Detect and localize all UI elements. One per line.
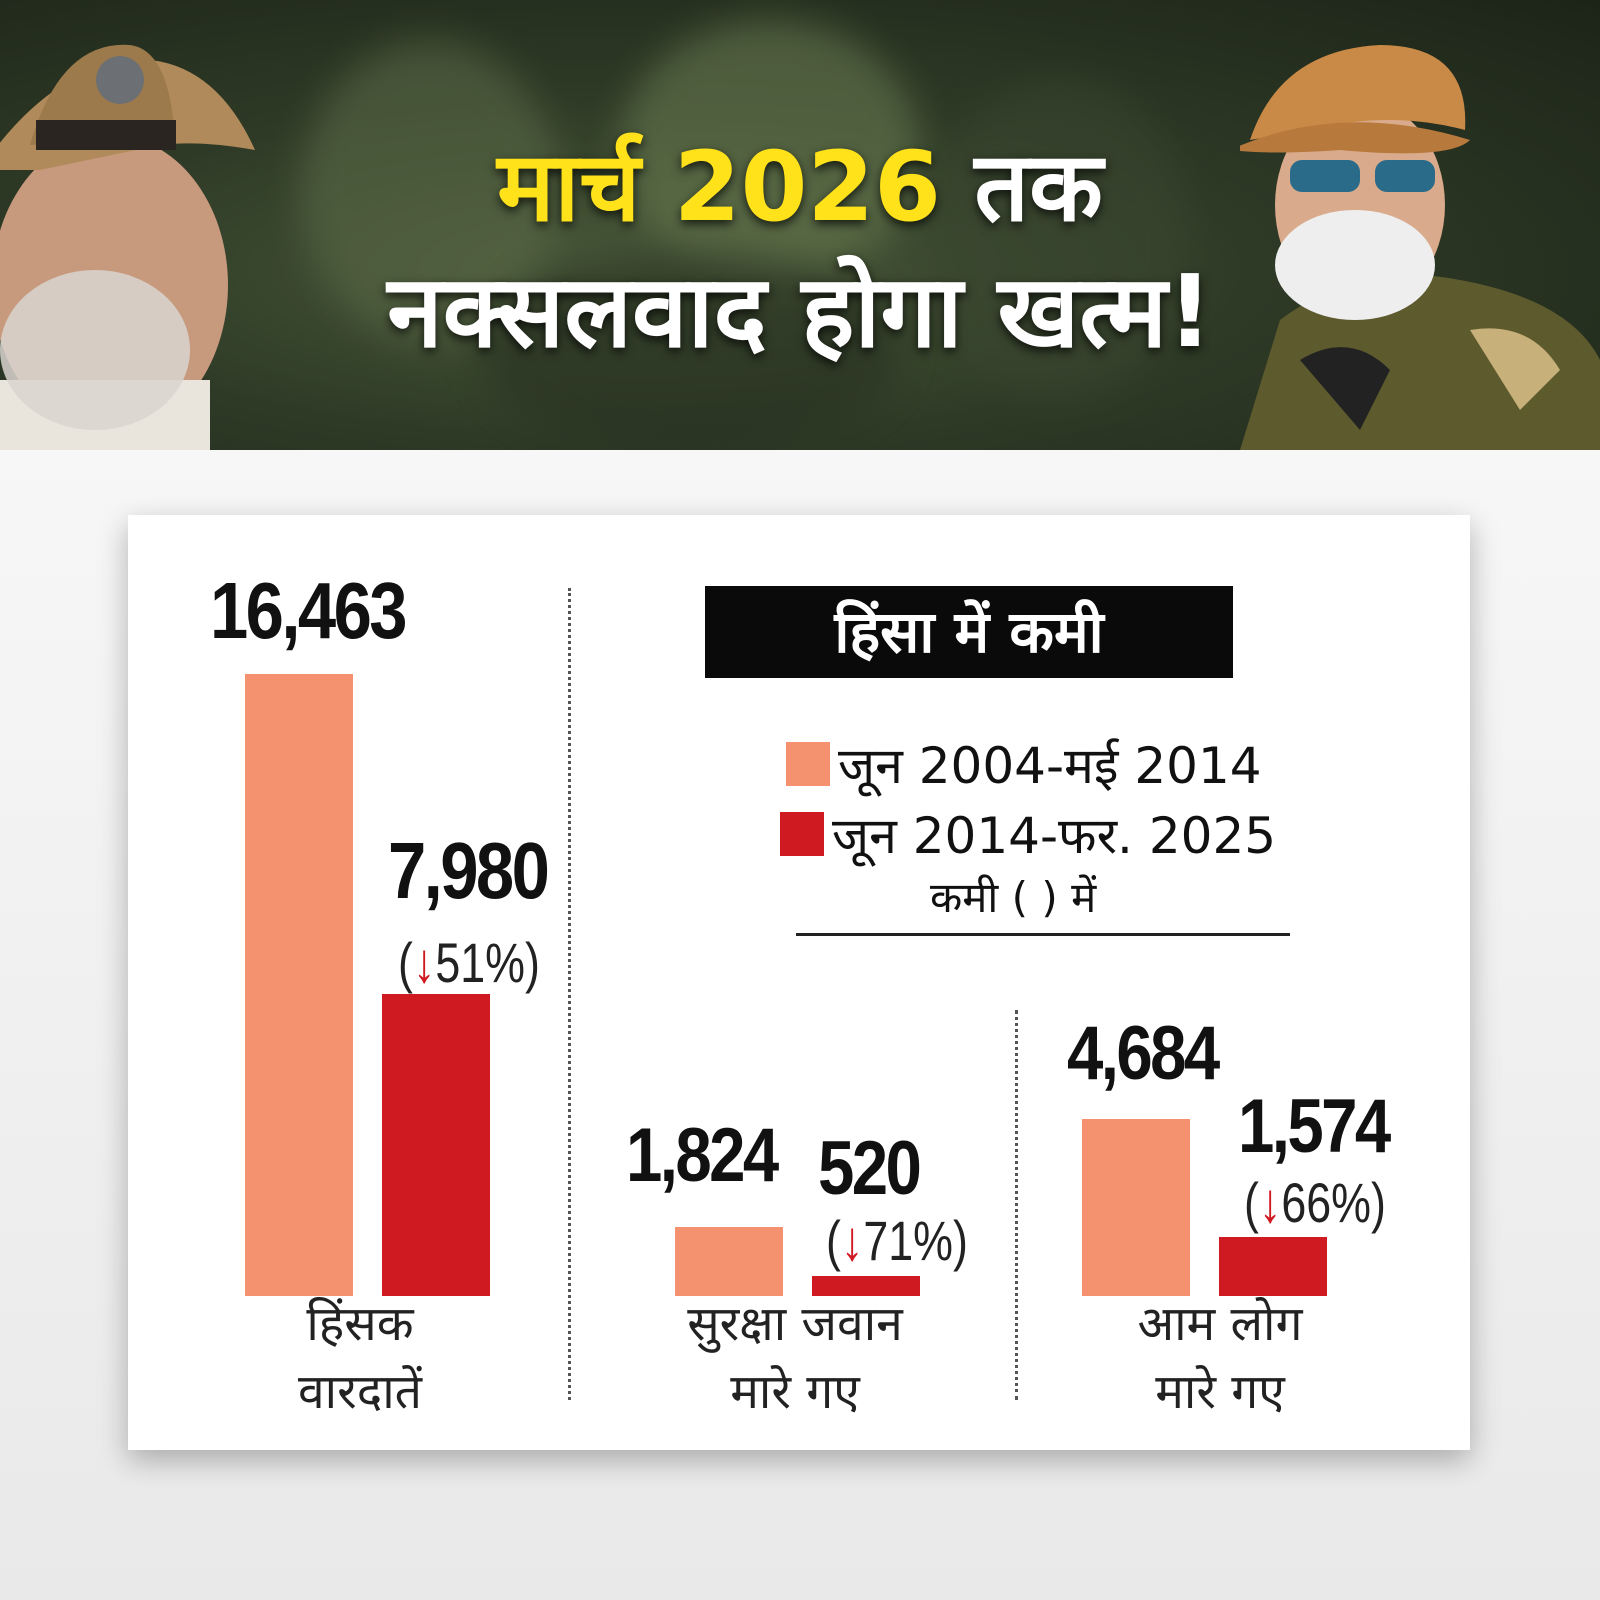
background-blur <box>620 20 920 280</box>
right-portrait-image <box>1240 45 1600 450</box>
legend-item-2: जून 2014-फर. 2025 <box>780 800 1276 868</box>
legend-swatch <box>786 742 830 786</box>
divider-dotted <box>1015 1010 1018 1400</box>
headline-line-1: मार्च 2026 तक <box>0 118 1600 249</box>
bar-series-1-cat-2 <box>675 1227 783 1296</box>
background-blur <box>930 80 1190 400</box>
category-label: हिंसक वारदातें <box>297 1296 423 1420</box>
value-label: 7,980 <box>388 826 550 915</box>
background-blur <box>300 40 560 340</box>
down-arrow-icon: ↓ <box>412 931 436 994</box>
reduction-label: (↓51%) <box>398 931 540 994</box>
legend-item-1: जून 2004-मई 2014 <box>786 730 1262 798</box>
value-label: 4,684 <box>1067 1011 1220 1096</box>
headline-highlight: मार्च 2026 <box>497 131 941 243</box>
category-label: आम लोग मारे गए <box>1137 1296 1303 1420</box>
value-label: 1,574 <box>1238 1084 1391 1169</box>
divider-dotted <box>568 588 571 1400</box>
value-label: 520 <box>818 1126 922 1211</box>
bar-series-1-cat-1 <box>245 673 353 1296</box>
left-portrait-image <box>0 44 255 450</box>
headline-rest: तक <box>940 131 1103 243</box>
bar-series-1-cat-3 <box>1082 1118 1190 1296</box>
legend-note: कमी ( ) में <box>930 873 1097 922</box>
value-label: 1,824 <box>626 1113 779 1198</box>
bar-series-2-cat-2 <box>812 1276 920 1296</box>
background-blur <box>480 250 900 450</box>
down-arrow-icon: ↓ <box>840 1209 864 1272</box>
reduction-label: (↓66%) <box>1244 1171 1386 1234</box>
headline-line-2: नक्सलवाद होगा खत्म! <box>387 253 1213 370</box>
bar-series-2-cat-1 <box>382 994 490 1296</box>
reduction-label: (↓71%) <box>826 1209 968 1272</box>
value-label: 16,463 <box>210 566 408 655</box>
chart-title: हिंसा में कमी <box>705 586 1233 678</box>
header-banner: मार्च 2026 तक नक्सलवाद होगा खत्म! <box>0 0 1600 450</box>
legend-divider <box>796 933 1290 936</box>
category-label: सुरक्षा जवान मारे गए <box>687 1296 903 1420</box>
bar-series-2-cat-3 <box>1219 1236 1327 1296</box>
legend-swatch <box>780 812 824 856</box>
down-arrow-icon: ↓ <box>1258 1171 1282 1234</box>
